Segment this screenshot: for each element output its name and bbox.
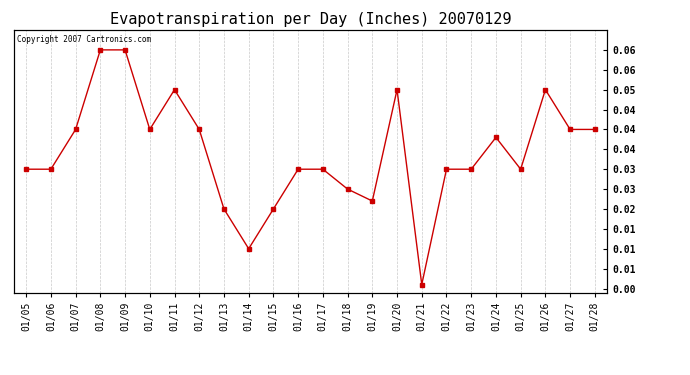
Title: Evapotranspiration per Day (Inches) 20070129: Evapotranspiration per Day (Inches) 2007… [110, 12, 511, 27]
Text: Copyright 2007 Cartronics.com: Copyright 2007 Cartronics.com [17, 35, 151, 44]
